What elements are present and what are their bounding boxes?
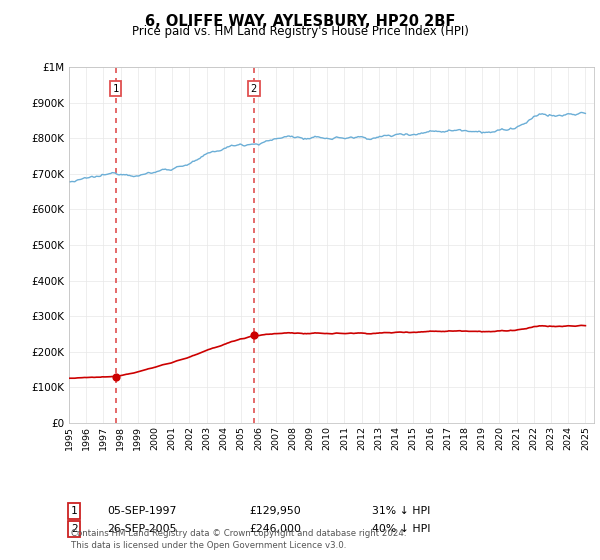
Text: £129,950: £129,950 bbox=[249, 506, 301, 516]
Text: 40% ↓ HPI: 40% ↓ HPI bbox=[372, 524, 431, 534]
Text: £246,000: £246,000 bbox=[249, 524, 301, 534]
Text: Price paid vs. HM Land Registry's House Price Index (HPI): Price paid vs. HM Land Registry's House … bbox=[131, 25, 469, 38]
Text: 2: 2 bbox=[71, 524, 77, 534]
Text: 26-SEP-2005: 26-SEP-2005 bbox=[107, 524, 176, 534]
Text: 6, OLIFFE WAY, AYLESBURY, HP20 2BF: 6, OLIFFE WAY, AYLESBURY, HP20 2BF bbox=[145, 14, 455, 29]
Point bbox=[249, 331, 259, 340]
Text: Contains HM Land Registry data © Crown copyright and database right 2024.
This d: Contains HM Land Registry data © Crown c… bbox=[71, 529, 406, 550]
Text: 1: 1 bbox=[71, 506, 77, 516]
Text: 1: 1 bbox=[113, 83, 119, 94]
Text: 05-SEP-1997: 05-SEP-1997 bbox=[107, 506, 176, 516]
Text: 31% ↓ HPI: 31% ↓ HPI bbox=[372, 506, 430, 516]
Point bbox=[111, 372, 121, 381]
Text: 2: 2 bbox=[251, 83, 257, 94]
